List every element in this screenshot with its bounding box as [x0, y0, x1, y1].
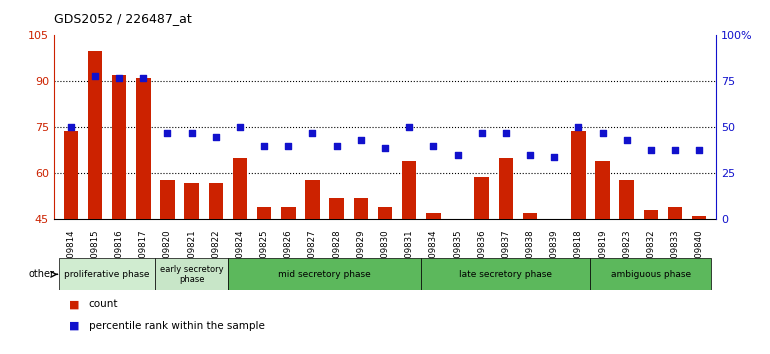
FancyBboxPatch shape	[591, 258, 711, 290]
FancyBboxPatch shape	[156, 258, 228, 290]
Point	[306, 130, 319, 136]
Text: proliferative phase: proliferative phase	[65, 270, 150, 279]
Point	[596, 130, 608, 136]
Text: mid secretory phase: mid secretory phase	[278, 270, 371, 279]
Bar	[281, 207, 296, 354]
Bar	[64, 131, 78, 354]
Text: percentile rank within the sample: percentile rank within the sample	[89, 321, 264, 331]
Point	[330, 143, 343, 149]
Text: ■: ■	[69, 321, 80, 331]
Bar	[233, 158, 247, 354]
Point	[621, 137, 633, 143]
Bar	[571, 131, 586, 354]
Bar	[547, 223, 561, 354]
Point	[137, 75, 149, 81]
Point	[693, 147, 705, 152]
Point	[186, 130, 198, 136]
Bar	[160, 179, 175, 354]
Point	[476, 130, 488, 136]
Bar	[595, 161, 610, 354]
Bar	[88, 51, 102, 354]
Bar	[330, 198, 344, 354]
Bar	[619, 179, 634, 354]
Bar	[644, 210, 658, 354]
Point	[403, 125, 415, 130]
Bar	[136, 78, 151, 354]
Point	[669, 147, 681, 152]
Text: other: other	[28, 269, 55, 279]
Bar	[209, 183, 223, 354]
Point	[355, 137, 367, 143]
Point	[548, 154, 561, 160]
Bar	[378, 207, 392, 354]
Text: ■: ■	[69, 299, 80, 309]
Text: late secretory phase: late secretory phase	[460, 270, 552, 279]
Bar	[402, 161, 417, 354]
Bar	[474, 177, 489, 354]
Bar	[668, 207, 682, 354]
Bar	[257, 207, 271, 354]
Point	[500, 130, 512, 136]
Bar	[184, 183, 199, 354]
FancyBboxPatch shape	[421, 258, 591, 290]
Bar	[523, 213, 537, 354]
Point	[258, 143, 270, 149]
Point	[282, 143, 294, 149]
Point	[524, 152, 536, 158]
Point	[379, 145, 391, 150]
Bar	[450, 219, 465, 354]
Text: early secretory
phase: early secretory phase	[160, 265, 223, 284]
FancyBboxPatch shape	[59, 258, 156, 290]
FancyBboxPatch shape	[228, 258, 421, 290]
Bar	[692, 216, 706, 354]
Point	[451, 152, 464, 158]
Point	[65, 125, 77, 130]
Point	[572, 125, 584, 130]
Point	[162, 130, 174, 136]
Bar	[305, 179, 320, 354]
Bar	[426, 213, 440, 354]
Text: count: count	[89, 299, 118, 309]
Point	[113, 75, 126, 81]
Point	[644, 147, 657, 152]
Point	[209, 134, 222, 139]
Bar	[112, 75, 126, 354]
Point	[234, 125, 246, 130]
Bar	[353, 198, 368, 354]
Point	[427, 143, 440, 149]
Bar	[499, 158, 513, 354]
Text: GDS2052 / 226487_at: GDS2052 / 226487_at	[54, 12, 192, 25]
Text: ambiguous phase: ambiguous phase	[611, 270, 691, 279]
Point	[89, 73, 101, 79]
